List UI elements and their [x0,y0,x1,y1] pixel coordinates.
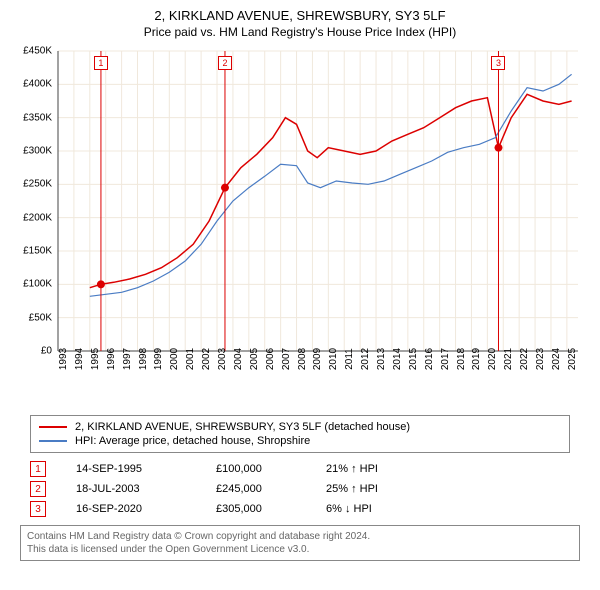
attribution-line: This data is licensed under the Open Gov… [27,543,573,556]
legend-item: 2, KIRKLAND AVENUE, SHREWSBURY, SY3 5LF … [39,420,561,434]
chart-sale-marker: 2 [218,56,232,70]
x-tick-label: 2014 [392,348,403,370]
x-tick-label: 2017 [440,348,451,370]
x-tick-label: 1994 [74,348,85,370]
x-tick-label: 1999 [153,348,164,370]
y-tick-label: £400K [12,79,52,90]
sales-table: 1 14-SEP-1995 £100,000 21% ↑ HPI 2 18-JU… [30,459,570,519]
x-tick-label: 2001 [185,348,196,370]
x-tick-label: 2016 [424,348,435,370]
y-tick-label: £250K [12,179,52,190]
chart-subtitle: Price paid vs. HM Land Registry's House … [10,25,590,39]
x-tick-label: 1996 [106,348,117,370]
sale-date: 18-JUL-2003 [76,483,216,495]
legend-swatch [39,440,67,442]
sale-row: 1 14-SEP-1995 £100,000 21% ↑ HPI [30,459,570,479]
legend-swatch [39,426,67,428]
x-tick-label: 2007 [281,348,292,370]
x-tick-label: 2004 [233,348,244,370]
x-tick-label: 1993 [58,348,69,370]
chart-sale-marker: 1 [94,56,108,70]
chart-title: 2, KIRKLAND AVENUE, SHREWSBURY, SY3 5LF [10,8,590,23]
x-tick-label: 2013 [376,348,387,370]
y-tick-label: £100K [12,279,52,290]
sale-delta: 6% ↓ HPI [326,503,446,515]
y-tick-label: £300K [12,146,52,157]
x-tick-label: 1997 [122,348,133,370]
legend-label: 2, KIRKLAND AVENUE, SHREWSBURY, SY3 5LF … [75,421,410,433]
x-tick-label: 2008 [297,348,308,370]
chart-container: 2, KIRKLAND AVENUE, SHREWSBURY, SY3 5LF … [0,0,600,571]
x-tick-label: 2006 [265,348,276,370]
x-tick-label: 2021 [503,348,514,370]
x-tick-label: 2003 [217,348,228,370]
x-tick-label: 2011 [344,348,355,370]
sale-row: 3 16-SEP-2020 £305,000 6% ↓ HPI [30,499,570,519]
sale-date: 16-SEP-2020 [76,503,216,515]
sale-price: £100,000 [216,463,326,475]
attribution: Contains HM Land Registry data © Crown c… [20,525,580,561]
x-tick-label: 2018 [456,348,467,370]
x-tick-label: 2025 [567,348,578,370]
sale-badge: 2 [30,481,46,497]
x-tick-label: 2024 [551,348,562,370]
y-tick-label: £0 [12,346,52,357]
x-tick-label: 2020 [487,348,498,370]
x-tick-label: 2010 [328,348,339,370]
x-tick-label: 2000 [169,348,180,370]
legend-label: HPI: Average price, detached house, Shro… [75,435,310,447]
chart-sale-marker: 3 [491,56,505,70]
x-tick-label: 2009 [312,348,323,370]
x-tick-label: 2023 [535,348,546,370]
sale-date: 14-SEP-1995 [76,463,216,475]
y-tick-label: £150K [12,246,52,257]
x-tick-label: 2005 [249,348,260,370]
x-tick-label: 1995 [90,348,101,370]
x-tick-label: 2012 [360,348,371,370]
x-tick-label: 2002 [201,348,212,370]
sale-delta: 25% ↑ HPI [326,483,446,495]
sale-row: 2 18-JUL-2003 £245,000 25% ↑ HPI [30,479,570,499]
x-tick-label: 2015 [408,348,419,370]
y-tick-label: £200K [12,212,52,223]
legend-item: HPI: Average price, detached house, Shro… [39,434,561,448]
sale-price: £305,000 [216,503,326,515]
sale-badge: 1 [30,461,46,477]
x-tick-label: 1998 [138,348,149,370]
y-tick-label: £50K [12,312,52,323]
y-tick-label: £350K [12,112,52,123]
x-tick-label: 2022 [519,348,530,370]
sale-badge: 3 [30,501,46,517]
y-tick-label: £450K [12,46,52,57]
x-tick-label: 2019 [471,348,482,370]
sale-price: £245,000 [216,483,326,495]
sale-delta: 21% ↑ HPI [326,463,446,475]
attribution-line: Contains HM Land Registry data © Crown c… [27,530,573,543]
line-chart: £0 £50K £100K £150K £200K £250K £300K £350K £400… [10,45,590,405]
legend: 2, KIRKLAND AVENUE, SHREWSBURY, SY3 5LF … [30,415,570,453]
